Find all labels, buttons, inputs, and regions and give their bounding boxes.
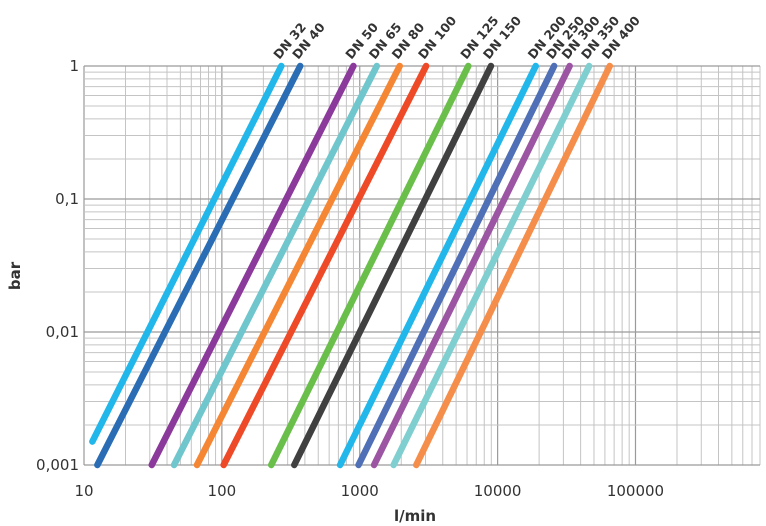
x-tick-label: 10 [74, 482, 93, 500]
grid [83, 65, 761, 466]
y-tick-label: 0,1 [55, 190, 79, 208]
series-line-dn-40 [94, 62, 304, 469]
series-label-dn-100: DN 100 [415, 13, 460, 62]
series-line-dn-300 [370, 62, 573, 469]
series-line-dn-150 [291, 62, 495, 469]
series-line-dn-100 [220, 62, 430, 469]
x-tick-label: 1000 [341, 482, 379, 500]
y-tick-label: 1 [69, 57, 79, 75]
series-line-dn-32 [89, 62, 285, 445]
series-lines [89, 62, 614, 469]
series-line-dn-400 [413, 62, 614, 469]
x-tick-label: 100000 [607, 482, 664, 500]
series-line-dn-50 [148, 62, 357, 469]
y-axis-title: bar [6, 261, 24, 290]
series-line-dn-125 [267, 62, 472, 469]
series-line-dn-65 [170, 62, 381, 469]
tick-labels: 10 100 1000 10000 100000 1 0,1 0,01 0,001 [36, 57, 664, 500]
x-tick-label: 100 [208, 482, 237, 500]
y-tick-label: 0,001 [36, 456, 79, 474]
x-tick-label: 10000 [474, 482, 522, 500]
series-line-dn-200 [336, 62, 539, 469]
y-tick-label: 0,01 [46, 323, 79, 341]
series-line-dn-80 [193, 62, 403, 469]
series-line-dn-250 [355, 62, 558, 469]
series-line-dn-350 [390, 62, 593, 469]
x-axis-title: l/min [394, 507, 436, 525]
